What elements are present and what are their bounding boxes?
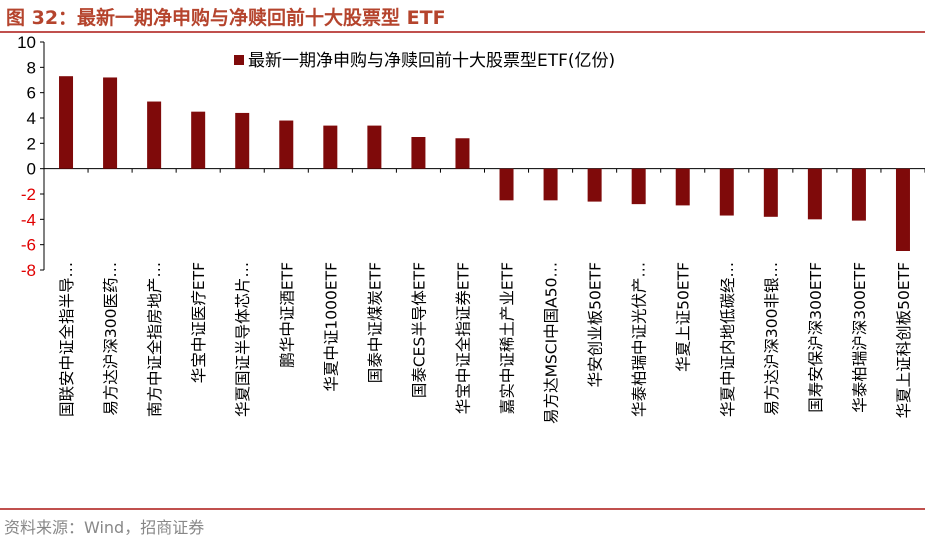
bar (543, 168, 558, 201)
x-category-label: 华宝中证医疗ETF (190, 262, 208, 383)
x-category-label: 易方达沪深300医药… (102, 262, 120, 416)
x-category-label: 嘉实中证稀土产业ETF (499, 262, 517, 414)
y-tick-label: 4 (27, 109, 36, 128)
bar (367, 125, 382, 169)
x-category-label: 鹏华中证酒ETF (278, 262, 296, 368)
y-tick-label: 0 (27, 160, 36, 179)
y-tick-label: -2 (21, 185, 36, 204)
y-tick-label: 2 (27, 134, 36, 153)
x-category-label: 华泰柏瑞沪深300ETF (851, 262, 869, 413)
y-tick-label: -4 (21, 210, 36, 229)
bar (763, 168, 778, 217)
figure-title: 图 32：最新一期净申购与净赎回前十大股票型 ETF (6, 7, 446, 29)
y-tick-label: 10 (17, 33, 36, 52)
bar (455, 138, 470, 169)
bar (851, 168, 866, 221)
legend-swatch (234, 55, 244, 65)
bar (675, 168, 690, 206)
figure-title-bar: 图 32：最新一期净申购与净赎回前十大股票型 ETF (0, 0, 925, 33)
x-category-label: 华夏上证科创板50ETF (895, 262, 913, 418)
x-category-label: 华宝中证全指证券ETF (454, 262, 472, 414)
y-tick-label: 8 (27, 58, 36, 77)
bar (411, 137, 426, 169)
bar (499, 168, 514, 201)
title-divider (0, 31, 925, 33)
bar (191, 111, 206, 169)
bar (895, 168, 910, 251)
y-tick-label: -8 (21, 261, 36, 280)
bar (807, 168, 822, 220)
legend-label: 最新一期净申购与净赎回前十大股票型ETF(亿份) (248, 51, 615, 71)
bar (147, 101, 162, 169)
bar (719, 168, 734, 216)
x-category-label: 国寿安保沪深300ETF (807, 262, 825, 413)
x-category-label: 华安创业板50ETF (587, 262, 605, 387)
x-category-label: 华夏上证50ETF (675, 262, 693, 372)
x-category-label: 国泰CES半导体ETF (410, 262, 428, 398)
x-category-label: 国联安中证全指半导… (58, 262, 76, 417)
x-category-label: 南方中证全指房地产… (146, 262, 164, 417)
source-note: 资料来源：Wind，招商证券 (4, 518, 205, 537)
y-tick-label: -6 (21, 236, 36, 255)
footer-divider (0, 508, 925, 510)
y-tick-label: 6 (27, 84, 36, 103)
bar (59, 76, 74, 169)
bar (631, 168, 646, 205)
bar (235, 112, 250, 169)
x-category-label: 国泰中证煤炭ETF (366, 262, 384, 383)
x-category-label: 易方达MSCI中国A50… (543, 262, 561, 424)
x-category-label: 华夏国证半导体芯片… (234, 262, 252, 417)
bar (587, 168, 602, 202)
bar (103, 77, 118, 169)
bar (279, 120, 294, 169)
bar (323, 125, 338, 169)
x-category-label: 华夏中证内地低碳经… (719, 262, 737, 417)
x-category-label: 华夏中证1000ETF (322, 262, 340, 392)
x-category-label: 易方达沪深300非银… (763, 262, 781, 416)
x-category-label: 华泰柏瑞中证光伏产… (631, 262, 649, 417)
